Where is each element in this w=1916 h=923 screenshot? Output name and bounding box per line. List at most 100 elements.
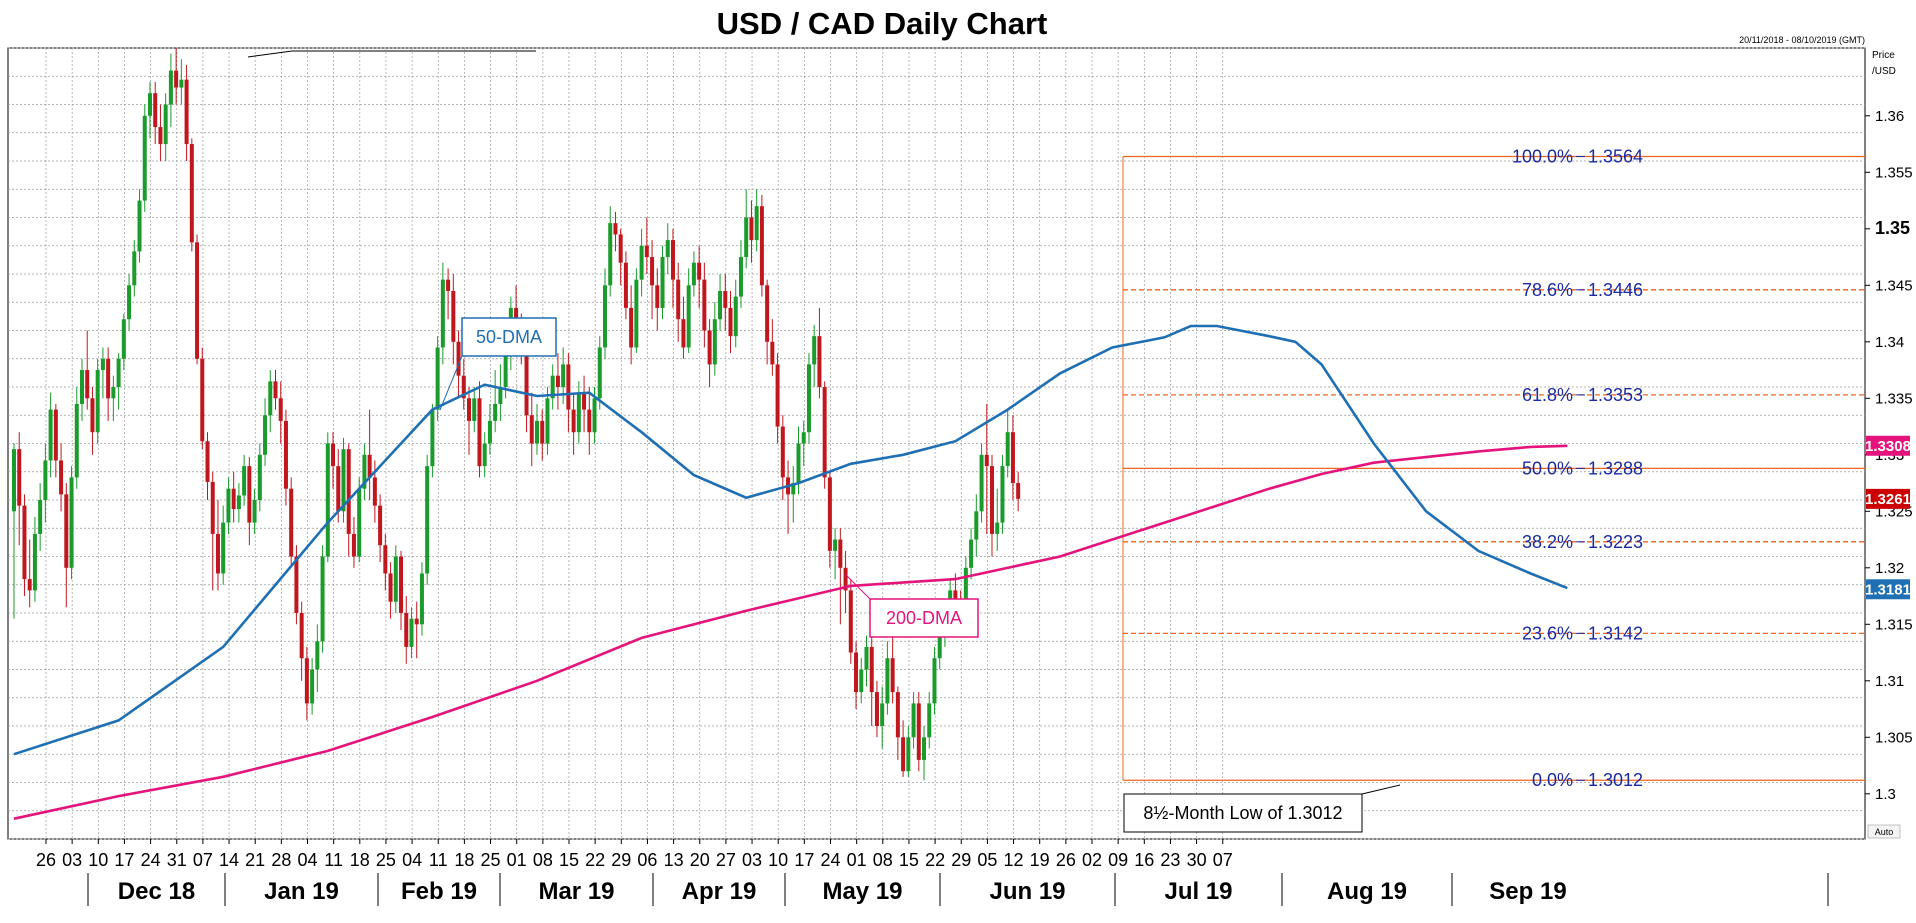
candle-body [90, 398, 95, 433]
x-day-label: 01 [507, 850, 527, 870]
candle-body [195, 242, 200, 359]
price-badges: 1.3308 1.3261 1.3181 [1865, 435, 1911, 600]
candle-body [723, 290, 728, 308]
candle-body [158, 127, 163, 145]
x-day-label: 22 [585, 850, 605, 870]
candle-body [916, 703, 921, 760]
candle-body [53, 409, 58, 461]
candle-body [618, 234, 623, 263]
x-day-label: 11 [429, 850, 448, 870]
y-tick-label: 1.35 [1875, 218, 1910, 238]
candle-body [827, 477, 832, 551]
candle-body [927, 703, 932, 738]
x-month-label: Mar 19 [538, 878, 614, 905]
x-month-label: Apr 19 [682, 878, 757, 905]
candle-body [106, 358, 111, 399]
candle-body [331, 443, 336, 467]
price-unit-label-1: Price [1872, 50, 1895, 61]
fib-value-label: 1.3446 [1588, 280, 1643, 300]
candlesticks [12, 48, 1021, 781]
x-day-label: 19 [1030, 850, 1050, 870]
fib-value-label: 1.3288 [1588, 458, 1643, 478]
candle-body [874, 692, 879, 726]
candle-body [493, 403, 498, 421]
candle-body [440, 279, 445, 348]
candle-body [137, 200, 142, 252]
candle-body [890, 658, 895, 693]
candle-body [937, 624, 942, 659]
ma200-annotation-box [869, 598, 979, 638]
fib-value-label: 1.3012 [1588, 770, 1643, 790]
candle-body [953, 590, 958, 602]
candle-body [812, 336, 817, 365]
x-day-label: 18 [350, 850, 370, 870]
low-annotation-box [1123, 793, 1363, 833]
candle-body [341, 449, 346, 512]
y-tick-label: 1.315 [1875, 616, 1913, 633]
candle-body [733, 296, 738, 337]
fibonacci-levels: 100.0% 1.3564 78.6% 1.3446 61.8% 1.3353 50.0% 1… [1122, 146, 1865, 790]
fib-value-label: 1.3353 [1588, 385, 1643, 405]
candle-body [545, 398, 550, 444]
candle-body [32, 533, 37, 591]
low-annotation: 8½-Month Low of 1.3012 [1143, 803, 1342, 823]
fib-pct-label: 23.6% [1522, 623, 1573, 643]
candle-body [691, 262, 696, 286]
price-unit-label-2: /USD [1872, 66, 1896, 77]
candle-body [95, 370, 100, 433]
candle-body [487, 420, 492, 444]
candle-body [315, 641, 320, 670]
candle-body [503, 353, 508, 387]
candle-body [1000, 466, 1005, 523]
candle-body [74, 403, 79, 478]
candle-body [833, 539, 838, 551]
candle-body [529, 415, 534, 444]
candle-body [979, 454, 984, 512]
x-day-label: 29 [951, 850, 971, 870]
price-badge-label: 1.3261 [1865, 491, 1911, 508]
candle-body [639, 245, 644, 280]
candle-body [498, 387, 503, 404]
y-tick-label: 1.355 [1875, 164, 1913, 181]
ma200-annotation: 200-DMA [886, 608, 962, 628]
x-day-label: 31 [167, 850, 187, 870]
candle-body [362, 454, 367, 489]
candle-body [48, 409, 53, 461]
y-tick-label: 1.335 [1875, 390, 1913, 407]
candle-body [132, 251, 137, 286]
candle-body [571, 409, 576, 433]
candle-body [435, 347, 440, 410]
candle-body [456, 341, 461, 376]
x-day-label: 26 [36, 850, 56, 870]
candle-body [801, 432, 806, 444]
candle-body [85, 370, 90, 399]
x-day-label: 12 [1004, 850, 1024, 870]
candle-body [843, 567, 848, 591]
candle-body [351, 533, 356, 557]
x-month-label: May 19 [822, 878, 902, 905]
candle-body [602, 285, 607, 348]
candle-body [111, 387, 116, 399]
candle-body [550, 375, 555, 399]
candle-body [189, 144, 194, 243]
ma50-annotation: 50-DMA [476, 327, 542, 347]
candle-body [205, 441, 210, 482]
x-day-label: 11 [324, 850, 343, 870]
candle-body [854, 652, 859, 693]
auto-button[interactable] [1867, 824, 1901, 839]
y-tick-label: 1.305 [1875, 729, 1913, 746]
candle-body [153, 93, 158, 128]
candle-body [1010, 432, 1015, 484]
x-day-label: 17 [114, 850, 134, 870]
candle-body [864, 646, 869, 670]
candle-body [367, 454, 372, 478]
candle-body [226, 488, 231, 523]
y-tick-label: 1.32 [1875, 560, 1904, 577]
candle-body [775, 364, 780, 427]
candle-body [686, 285, 691, 348]
fib-pct-label: 38.2% [1522, 532, 1573, 552]
candle-body [1016, 483, 1021, 499]
candle-body [257, 454, 262, 500]
candle-body [184, 79, 189, 145]
